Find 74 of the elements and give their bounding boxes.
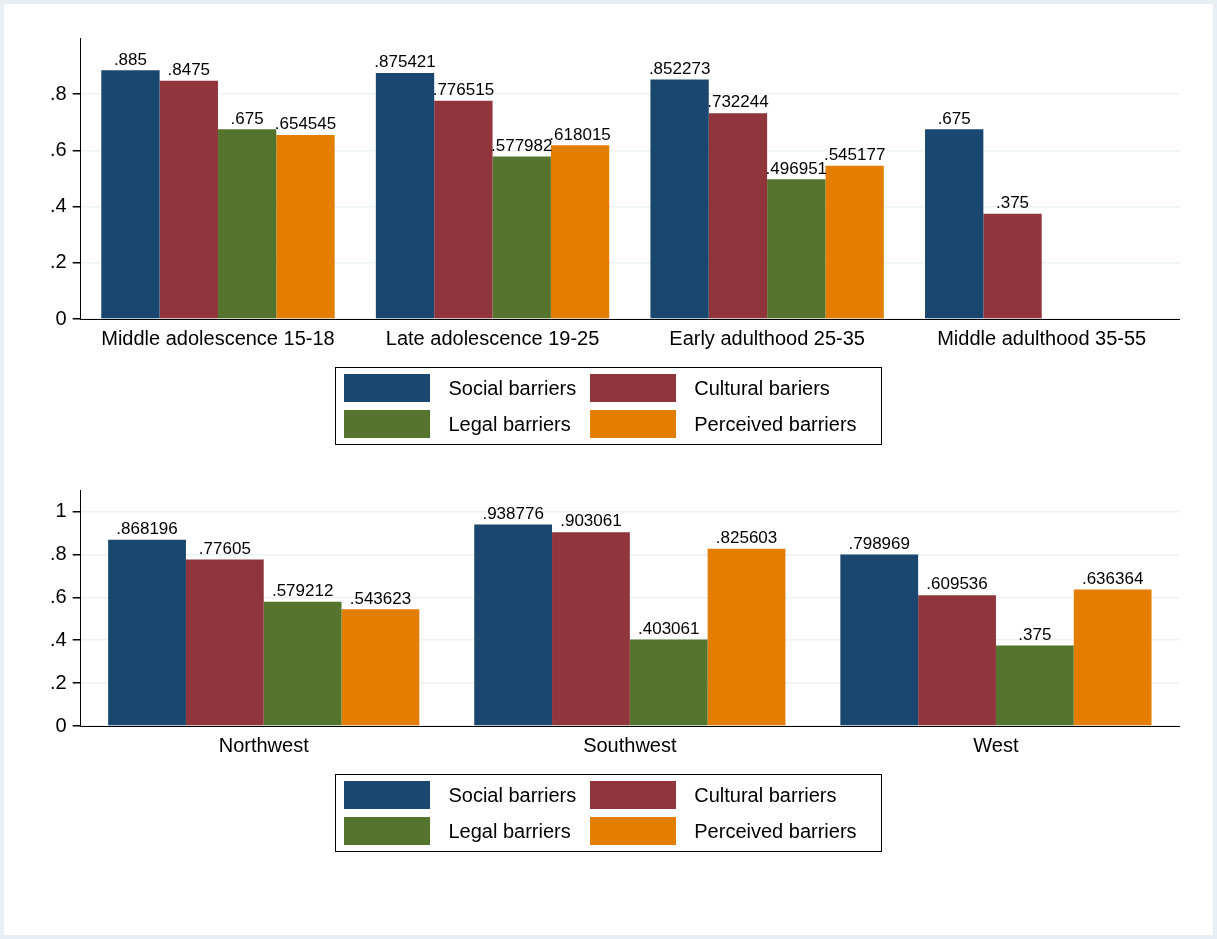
x-tick-label: Southwest (583, 733, 677, 756)
bar (108, 539, 186, 726)
bar (263, 601, 342, 726)
data-label: .875421 (374, 52, 436, 72)
y-tick-label: .4 (49, 627, 67, 650)
bar (983, 213, 1042, 319)
x-tick-label: Northwest (218, 733, 310, 756)
bar (185, 559, 264, 726)
bar (629, 639, 708, 726)
data-label: .375 (1018, 624, 1052, 644)
data-label: .825603 (715, 528, 778, 548)
data-label: .938776 (482, 503, 544, 523)
data-label: .675 (230, 108, 264, 128)
bar (552, 532, 630, 726)
data-label: .675 (937, 108, 971, 128)
data-label: .375 (995, 192, 1030, 212)
data-label: .654545 (274, 114, 337, 134)
data-label: .868196 (116, 518, 178, 538)
data-label: .852273 (648, 58, 711, 78)
bar (492, 156, 551, 319)
y-tick-label: .8 (49, 81, 67, 104)
x-tick-label: Early adulthood 25-35 (669, 326, 865, 349)
data-label: .798969 (848, 533, 910, 553)
bar (550, 145, 610, 319)
data-label: .545177 (823, 144, 886, 164)
data-label: .776515 (432, 79, 495, 99)
legend-label: Perceived barriers (694, 412, 857, 436)
data-label: .636364 (1081, 568, 1144, 588)
data-label: .579212 (271, 580, 334, 600)
x-tick-label: Middle adolescence 15-18 (101, 326, 335, 349)
bar (995, 645, 1074, 726)
data-label: .885 (113, 49, 147, 69)
bar (217, 129, 277, 319)
y-tick-label: .4 (49, 194, 67, 217)
bar (1073, 589, 1152, 726)
legend-label: Cultural bariers (694, 376, 830, 400)
bar (925, 129, 984, 319)
data-label: .403061 (638, 618, 700, 638)
y-tick-label: 0 (55, 713, 67, 736)
y-tick-label: .2 (49, 670, 67, 693)
y-tick-label: .8 (49, 541, 67, 564)
x-tick-label: West (973, 733, 1019, 756)
bar (918, 595, 996, 726)
bar (708, 113, 768, 319)
bar (276, 135, 335, 319)
y-tick-label: .2 (49, 250, 67, 273)
bar (341, 609, 420, 726)
bar (767, 179, 826, 319)
data-label: .543623 (349, 588, 412, 608)
bar (825, 165, 884, 319)
data-label: .903061 (560, 511, 622, 531)
bar (434, 100, 493, 319)
bar (650, 79, 709, 319)
legend-label: Cultural barriers (694, 783, 837, 807)
bar (375, 73, 435, 319)
y-tick-label: 0 (55, 306, 67, 329)
bar (474, 524, 553, 726)
legend-label: Social barriers (448, 783, 577, 807)
legend-label: Social barriers (448, 376, 577, 400)
bar (707, 548, 786, 726)
x-tick-label: Middle adulthood 35-55 (937, 326, 1147, 349)
legend-label: Perceived barriers (694, 819, 857, 843)
legend-label: Legal barriers (448, 819, 571, 843)
bar (840, 554, 919, 726)
x-tick-label: Late adolescence 19-25 (385, 326, 600, 349)
bar (101, 70, 160, 319)
data-label: .609536 (926, 574, 988, 594)
bar (159, 80, 218, 319)
y-tick-label: .6 (49, 584, 67, 607)
y-tick-label: 1 (55, 498, 67, 521)
legend-label: Legal barriers (448, 412, 571, 436)
y-tick-label: .6 (49, 137, 67, 160)
data-label: .8475 (167, 60, 211, 80)
data-label: .77605 (198, 538, 251, 558)
